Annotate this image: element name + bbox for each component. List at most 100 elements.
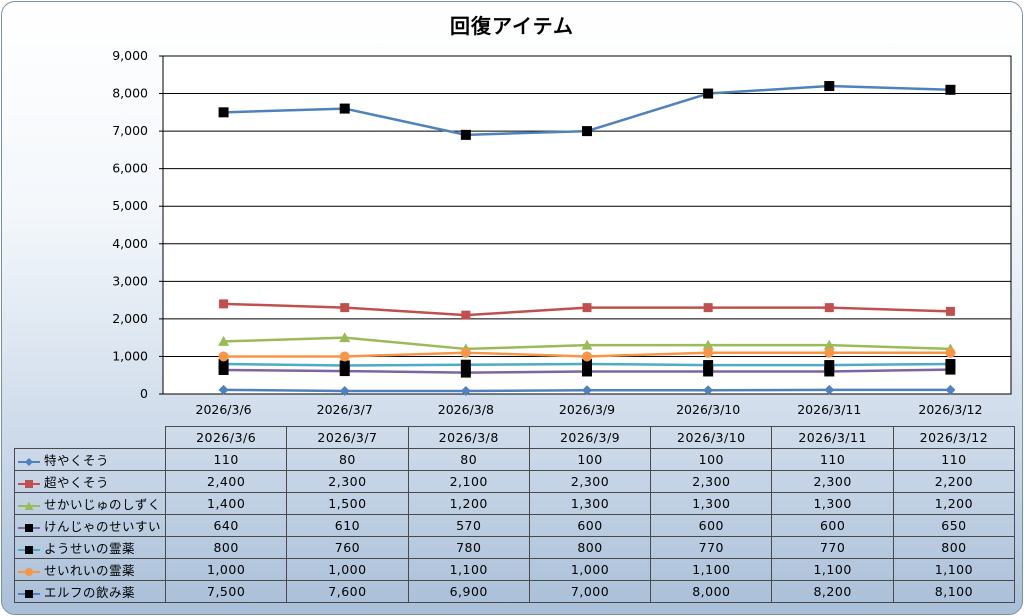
data-cell: 770 <box>650 536 773 559</box>
data-cell: 1,000 <box>528 558 652 581</box>
series-3-marker <box>582 366 592 377</box>
series-0-marker <box>460 385 471 396</box>
data-cell: 800 <box>164 536 288 559</box>
series-1-marker <box>703 303 713 313</box>
table-column-header: 2026/3/11 <box>771 426 894 449</box>
table-header-row: 2026/3/6 2026/3/7 2026/3/8 2026/3/9 2026/3/1… <box>14 426 1016 449</box>
data-cell: 1,100 <box>892 558 1016 581</box>
series-5-marker <box>339 351 350 362</box>
data-cell: 1,100 <box>407 558 530 581</box>
data-cell: 1,200 <box>407 492 530 515</box>
y-tick-label: 6,000 <box>112 161 148 176</box>
series-4-marker <box>339 360 350 371</box>
y-tick-label: 9,000 <box>112 48 148 63</box>
series-3-marker <box>945 364 956 375</box>
data-cell: 2,300 <box>650 470 773 493</box>
legend-key <box>18 567 40 576</box>
data-cell: 800 <box>892 536 1016 559</box>
series-3-marker <box>339 366 350 377</box>
data-cell: 600 <box>771 514 894 537</box>
data-cell: 8,200 <box>771 580 894 603</box>
data-table: 2026/3/6 2026/3/7 2026/3/8 2026/3/9 2026/3/1… <box>14 426 1016 603</box>
series-4-marker <box>460 359 471 370</box>
series-3-marker <box>460 367 471 378</box>
series-name-cell: ようせいの霊薬 <box>14 536 166 559</box>
table-row: 超やくそう 2,400 2,300 2,100 2,300 2,300 2,300 2,200 <box>14 470 1016 493</box>
series-4-marker <box>824 360 835 371</box>
table-row: エルフの飲み薬 7,500 7,600 6,900 7,000 8,000 8,200 8,1… <box>14 580 1016 603</box>
y-tick-label: 2,000 <box>112 311 148 326</box>
data-cell: 80 <box>286 448 409 471</box>
data-cell: 110 <box>892 448 1016 471</box>
series-0-marker <box>218 384 229 395</box>
series-4-marker <box>582 358 592 369</box>
data-cell: 600 <box>528 514 652 537</box>
legend-key <box>18 545 40 554</box>
y-tick-label: 3,000 <box>112 273 148 288</box>
data-cell: 2,100 <box>407 470 530 493</box>
plot-area <box>162 55 1012 395</box>
table-row: せかいじゅのしずく 1,400 1,500 1,200 1,300 1,300 1,300 1… <box>14 492 1016 515</box>
data-cell: 8,000 <box>650 580 773 603</box>
legend-key <box>18 479 40 488</box>
table-column-header: 2026/3/6 <box>164 426 288 449</box>
data-cell: 8,100 <box>892 580 1016 603</box>
data-cell: 110 <box>164 448 288 471</box>
table-row: ようせいの霊薬 800 760 780 800 770 770 800 <box>14 536 1016 559</box>
data-cell: 1,300 <box>771 492 894 515</box>
series-name: ようせいの霊薬 <box>44 541 136 556</box>
data-cell: 6,900 <box>407 580 530 603</box>
series-5-marker <box>945 347 956 358</box>
data-cell: 110 <box>771 448 894 471</box>
series-2-marker <box>218 335 230 346</box>
data-cell: 760 <box>286 536 409 559</box>
series-name-cell: 超やくそう <box>14 470 166 493</box>
series-0-marker <box>703 385 714 396</box>
series-6-marker <box>218 107 229 118</box>
data-cell: 2,300 <box>286 470 409 493</box>
series-name: せかいじゅのしずく <box>44 497 161 512</box>
chart-title: 回復アイテム <box>450 14 574 38</box>
data-cell: 770 <box>771 536 894 559</box>
data-cell: 570 <box>407 514 530 537</box>
y-tick-label: 8,000 <box>112 86 148 101</box>
y-tick-label: 7,000 <box>112 123 148 138</box>
series-2-marker <box>339 332 351 343</box>
series-6-marker <box>824 81 835 92</box>
series-1-marker <box>461 310 471 320</box>
table-column-header: 2026/3/10 <box>650 426 773 449</box>
series-5-marker <box>703 347 714 358</box>
series-5-marker <box>460 347 471 358</box>
data-cell: 7,500 <box>164 580 288 603</box>
series-2-marker <box>702 339 714 350</box>
y-tick-label: 4,000 <box>112 236 148 251</box>
x-tick-label: 2026/3/8 <box>438 402 494 417</box>
table-row: けんじゃのせいすい 640 610 570 600 600 600 650 <box>14 514 1016 537</box>
series-name-cell: エルフの飲み薬 <box>14 580 166 603</box>
data-cell: 100 <box>528 448 652 471</box>
table-row: 特やくそう 110 80 80 100 100 110 110 <box>14 448 1016 471</box>
series-3-marker <box>218 364 229 375</box>
series-4-marker <box>945 358 956 369</box>
data-cell: 100 <box>650 448 773 471</box>
data-cell: 7,600 <box>286 580 409 603</box>
data-cell: 780 <box>407 536 530 559</box>
data-cell: 1,100 <box>771 558 894 581</box>
x-tick-label: 2026/3/7 <box>317 402 373 417</box>
table-column-header: 2026/3/8 <box>407 426 530 449</box>
table-row: せいれいの霊薬 1,000 1,000 1,100 1,000 1,100 1,100 1,1… <box>14 558 1016 581</box>
data-cell: 600 <box>650 514 773 537</box>
data-cell: 1,500 <box>286 492 409 515</box>
x-tick-label: 2026/3/6 <box>196 402 252 417</box>
series-6-marker <box>460 129 471 140</box>
series-5-marker <box>824 347 835 358</box>
series-name: けんじゃのせいすい <box>44 519 162 534</box>
series-1-marker <box>945 306 955 316</box>
data-cell: 800 <box>528 536 652 559</box>
data-cell: 2,300 <box>771 470 894 493</box>
table-corner <box>14 426 166 449</box>
series-5-marker <box>582 351 592 362</box>
data-cell: 7,000 <box>528 580 652 603</box>
